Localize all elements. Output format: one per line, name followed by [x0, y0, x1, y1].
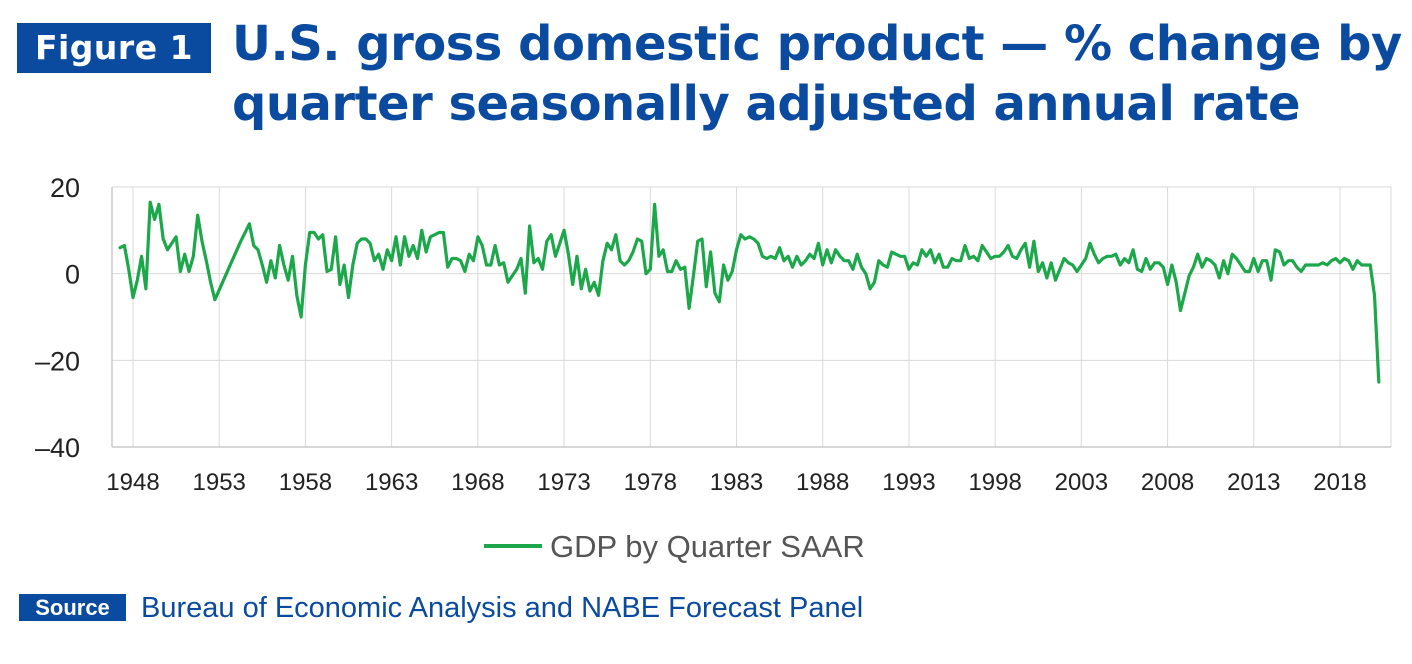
x-tick-label: 2008 [1141, 469, 1194, 496]
x-tick-label: 1953 [193, 469, 246, 496]
chart-grid [112, 186, 1392, 448]
chart-title: U.S. gross domestic product — % change b… [232, 16, 1402, 132]
x-tick-label: 1978 [624, 469, 677, 496]
figure-label: Figure 1 [17, 23, 211, 73]
gdp-line-chart: 20 0 –20 –40 1948 1953 1958 1963 1968 1973 1978 198… [35, 173, 1392, 564]
chart-series [118, 200, 1381, 384]
y-tick-label: –20 [35, 346, 80, 376]
x-tick-label: 1958 [279, 469, 332, 496]
x-tick-label: 1948 [106, 469, 159, 496]
figure-header: Figure 1 U.S. gross domestic product — %… [0, 0, 1412, 160]
chart-legend: GDP by Quarter SAAR [484, 529, 865, 564]
x-tick-label: 2003 [1055, 469, 1108, 496]
x-tick-label: 1963 [365, 469, 418, 496]
x-tick-label: 1993 [882, 469, 935, 496]
y-tick-label: 0 [65, 260, 80, 290]
chart-axes: 20 0 –20 –40 1948 1953 1958 1963 1968 1973 1978 198… [35, 173, 1391, 496]
x-tick-label: 1973 [537, 469, 590, 496]
series-line-gdp [118, 200, 1381, 384]
y-tick-label: –40 [35, 433, 80, 463]
x-tick-label: 2018 [1313, 469, 1366, 496]
x-tick-label: 1988 [796, 469, 849, 496]
source-text: Bureau of Economic Analysis and NABE For… [141, 592, 864, 624]
x-tick-label: 2013 [1227, 469, 1280, 496]
x-tick-label: 1968 [451, 469, 504, 496]
x-tick-label: 1998 [968, 469, 1021, 496]
y-tick-label: 20 [50, 173, 80, 203]
source-label: Source [19, 594, 126, 621]
legend-label: GDP by Quarter SAAR [550, 529, 865, 564]
x-tick-label: 1983 [710, 469, 763, 496]
